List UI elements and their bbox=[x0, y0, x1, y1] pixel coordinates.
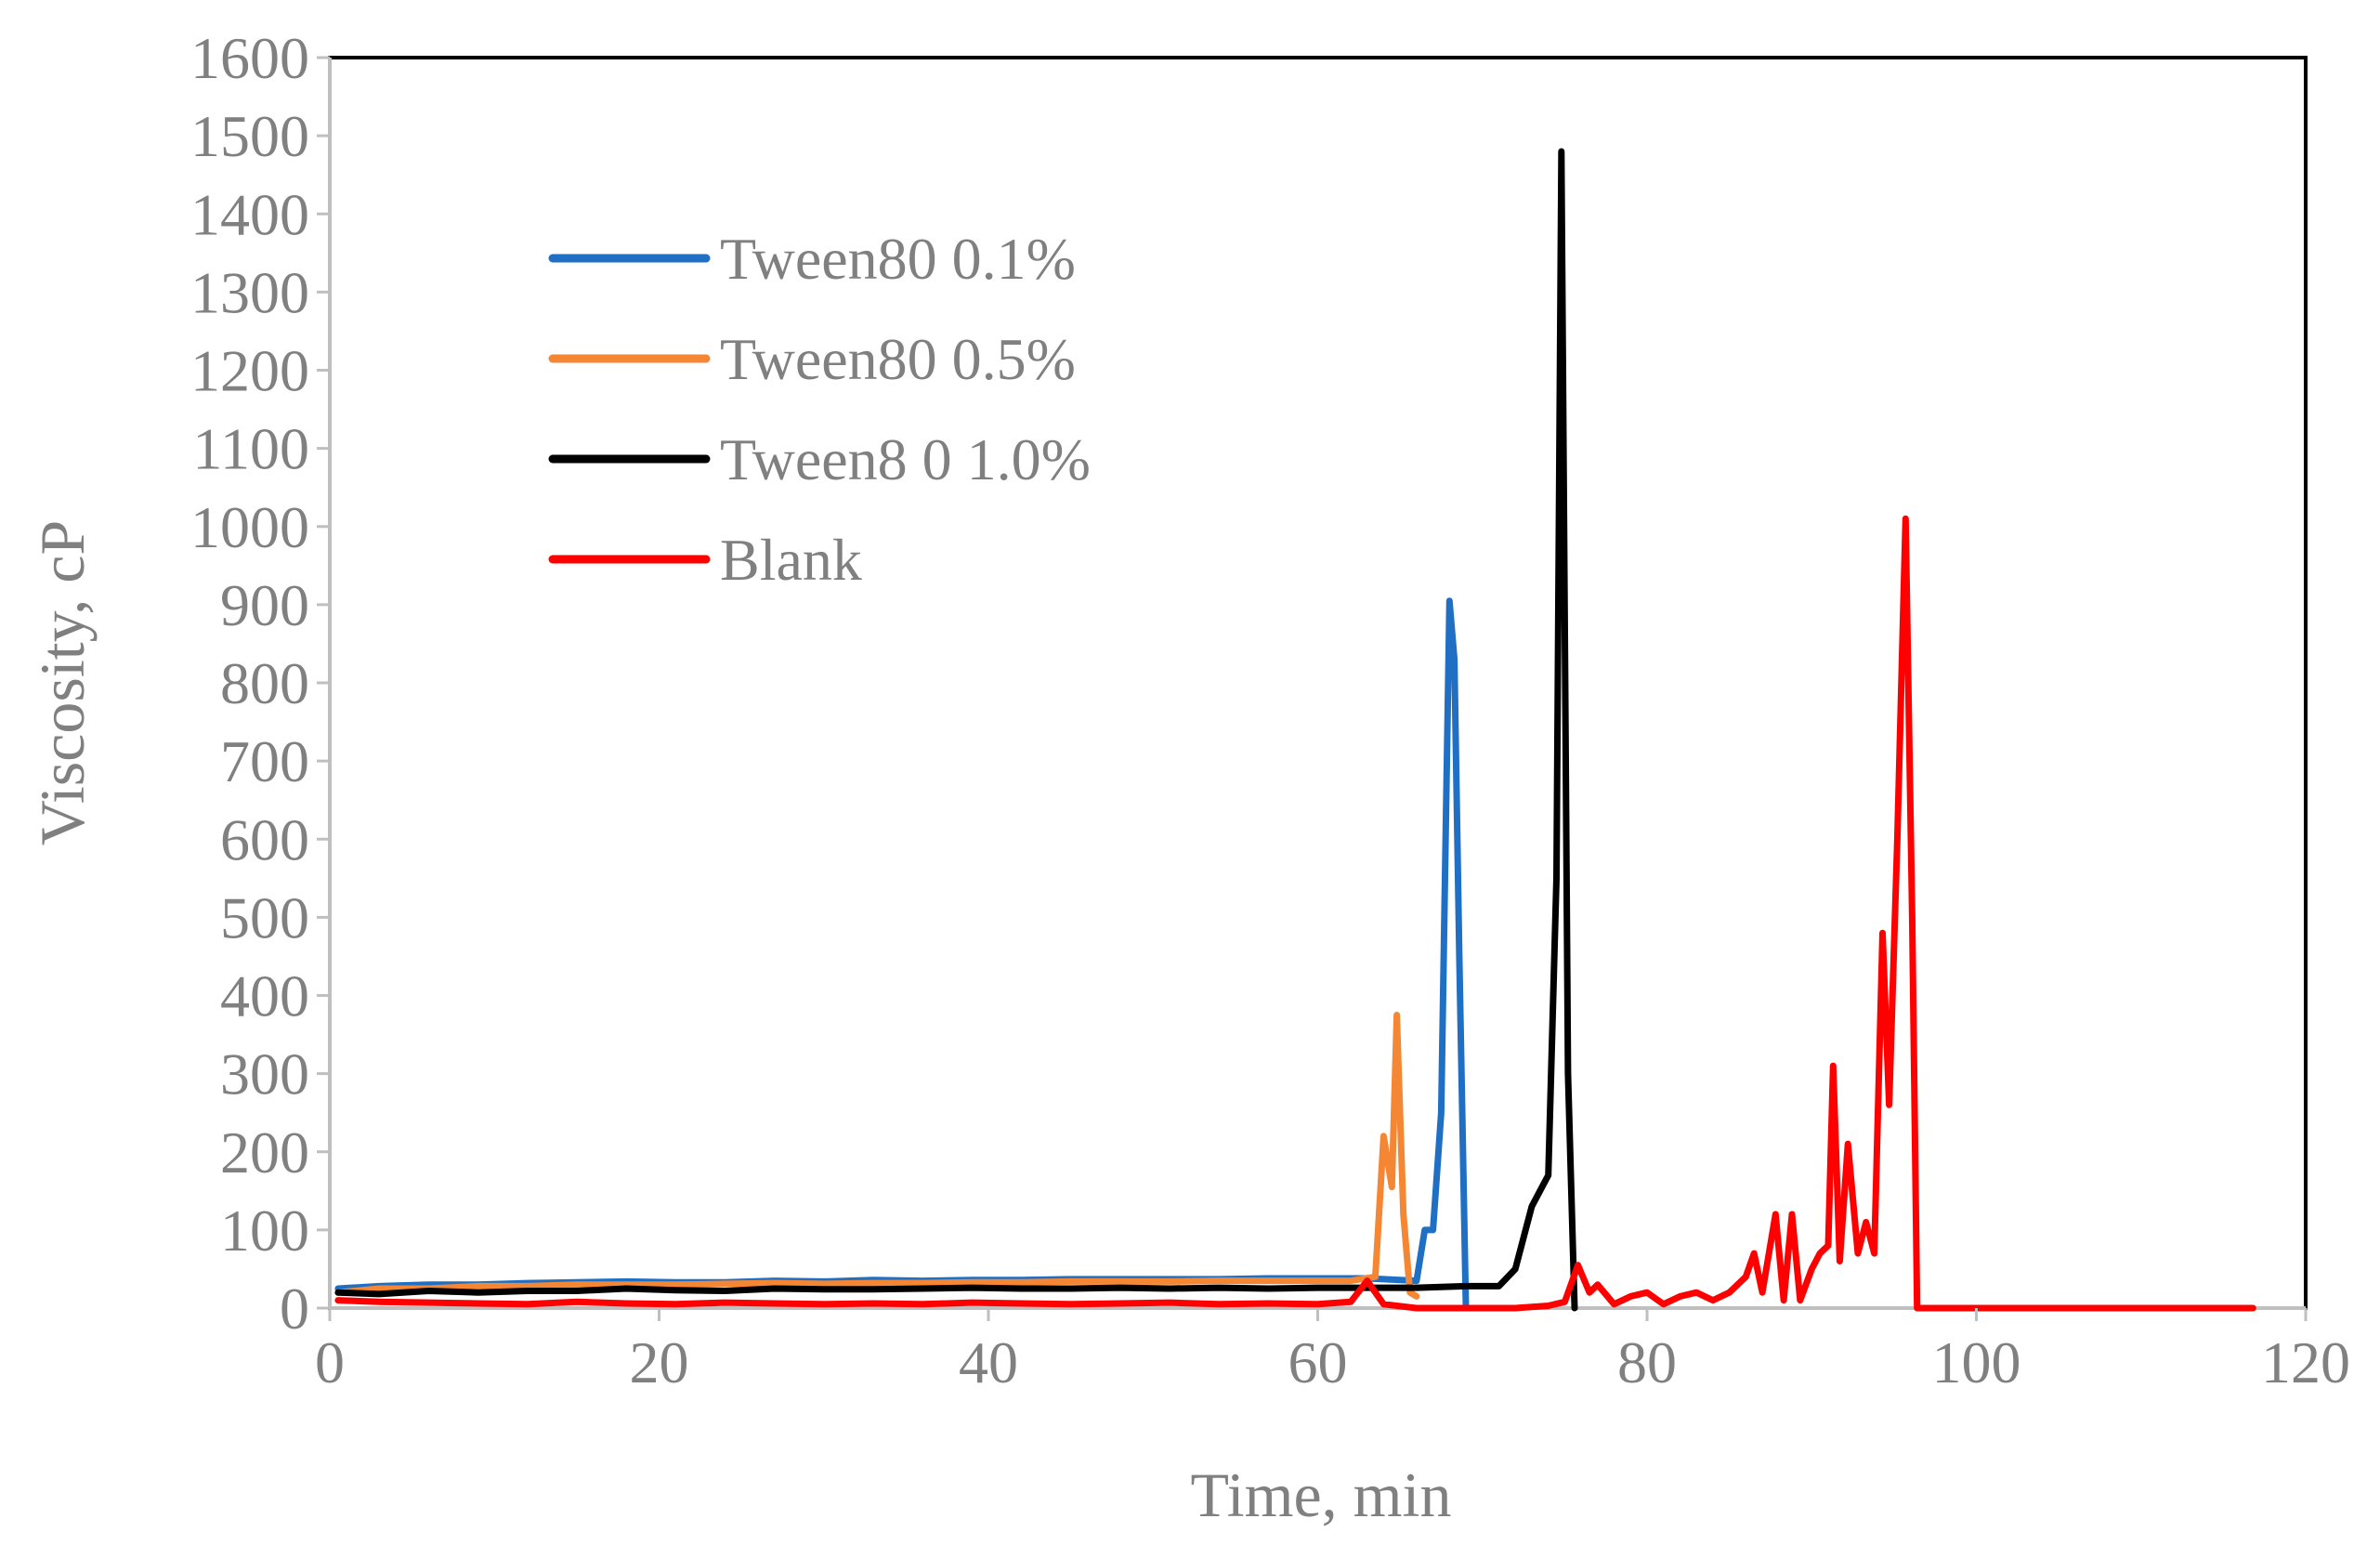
y-tick-label: 1400 bbox=[190, 181, 309, 247]
x-tick-label: 60 bbox=[1288, 1329, 1348, 1395]
x-tick-label: 20 bbox=[630, 1329, 689, 1395]
series-line-tween80-0-5 bbox=[334, 1012, 1420, 1300]
y-tick-label: 800 bbox=[220, 650, 309, 716]
legend-label: Blank bbox=[720, 527, 862, 593]
plot-area-border bbox=[328, 56, 2308, 1310]
y-tick-label: 500 bbox=[220, 884, 309, 950]
y-tick-label: 1600 bbox=[190, 25, 309, 91]
y-tick-label: 900 bbox=[220, 572, 309, 638]
x-tick-label: 120 bbox=[2261, 1329, 2350, 1395]
y-tick-label: 400 bbox=[220, 963, 309, 1029]
y-tick-label: 1300 bbox=[190, 259, 309, 325]
y-tick-label: 700 bbox=[220, 728, 309, 794]
x-tick-label: 40 bbox=[959, 1329, 1018, 1395]
y-tick-label: 200 bbox=[220, 1119, 309, 1185]
series-line-tween80-0-1 bbox=[334, 597, 1486, 1312]
legend-label: Tween80 0.5% bbox=[720, 326, 1076, 392]
x-tick-label: 0 bbox=[315, 1329, 345, 1395]
y-tick-label: 1000 bbox=[190, 494, 309, 560]
y-tick-label: 300 bbox=[220, 1041, 309, 1107]
series-line-blank bbox=[334, 515, 2256, 1312]
y-tick-label: 1500 bbox=[190, 103, 309, 169]
x-tick-label: 80 bbox=[1617, 1329, 1677, 1395]
legend-label: Tween8 0 1.0% bbox=[720, 426, 1091, 492]
y-tick-label: 100 bbox=[220, 1198, 309, 1263]
y-tick-label: 600 bbox=[220, 806, 309, 872]
y-tick-label: 1200 bbox=[190, 338, 309, 404]
series-line-tween8-0-1-0 bbox=[334, 148, 1578, 1312]
y-tick-label: 1100 bbox=[192, 416, 309, 482]
x-axis-title: Time, min bbox=[1191, 1460, 1452, 1530]
y-tick-label: 0 bbox=[280, 1276, 309, 1342]
x-tick-label: 100 bbox=[1932, 1329, 2021, 1395]
legend-label: Tween80 0.1% bbox=[720, 226, 1076, 292]
y-axis-title: Viscosity, cP bbox=[27, 520, 98, 845]
